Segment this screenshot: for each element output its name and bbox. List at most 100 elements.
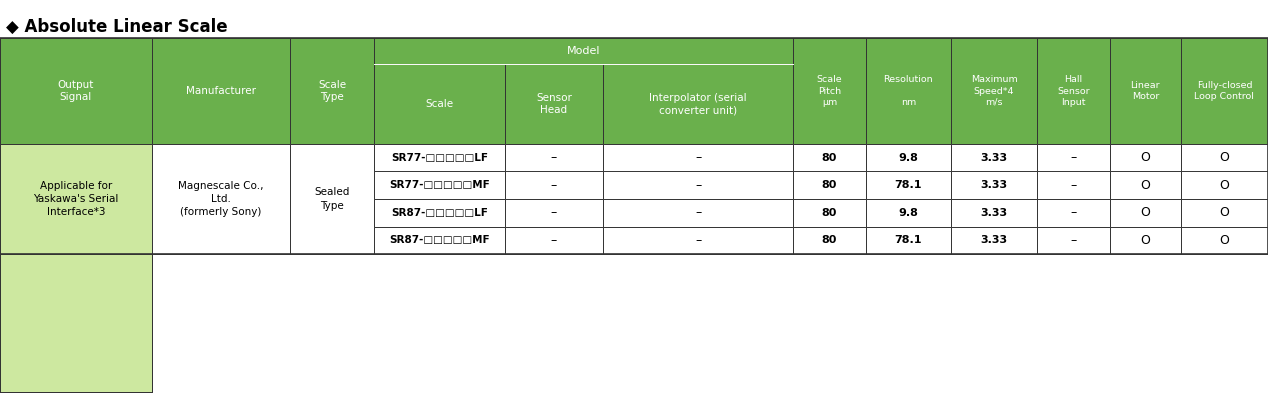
Text: Scale
Type: Scale Type: [318, 80, 346, 102]
Text: Scale: Scale: [426, 99, 454, 109]
Text: SR77-□□□□□MF: SR77-□□□□□MF: [389, 180, 489, 190]
Bar: [505, 144, 604, 172]
Bar: [374, 38, 792, 64]
Text: Output
Signal: Output Signal: [58, 80, 94, 102]
Text: ◆ Absolute Linear Scale: ◆ Absolute Linear Scale: [6, 18, 228, 36]
Text: 78.1: 78.1: [895, 180, 922, 190]
Bar: [1037, 144, 1110, 172]
Bar: [0, 38, 1268, 254]
Bar: [374, 172, 505, 199]
Bar: [1037, 226, 1110, 254]
Text: SR77-□□□□□LF: SR77-□□□□□LF: [391, 153, 488, 163]
Bar: [0, 144, 152, 254]
Bar: [152, 38, 290, 144]
Bar: [604, 226, 792, 254]
Bar: [1181, 226, 1268, 254]
Text: Scale
Pitch
μm: Scale Pitch μm: [817, 75, 842, 107]
Text: –: –: [1070, 206, 1077, 219]
Text: O: O: [1140, 151, 1150, 164]
Text: 80: 80: [822, 180, 837, 190]
Text: Interpolator (serial
converter unit): Interpolator (serial converter unit): [649, 93, 747, 115]
Bar: [792, 226, 866, 254]
Text: –: –: [695, 234, 701, 247]
Text: –: –: [550, 234, 557, 247]
Text: Sensor
Head: Sensor Head: [536, 93, 572, 115]
Bar: [505, 199, 604, 226]
Bar: [0, 38, 152, 144]
Bar: [866, 144, 951, 172]
Bar: [1110, 226, 1181, 254]
Text: 3.33: 3.33: [980, 180, 1008, 190]
Bar: [1181, 172, 1268, 199]
Bar: [1181, 199, 1268, 226]
Text: Manufacturer: Manufacturer: [186, 86, 256, 96]
Text: –: –: [550, 206, 557, 219]
Bar: [505, 64, 604, 144]
Text: SR87-□□□□□LF: SR87-□□□□□LF: [391, 208, 488, 218]
Bar: [1110, 144, 1181, 172]
Text: O: O: [1220, 179, 1230, 192]
Text: –: –: [695, 151, 701, 164]
Bar: [866, 226, 951, 254]
Text: Applicable for
Yaskawa's Serial
Interface*3: Applicable for Yaskawa's Serial Interfac…: [33, 181, 119, 217]
Text: 9.8: 9.8: [899, 208, 918, 218]
Text: Linear
Motor: Linear Motor: [1131, 81, 1160, 101]
Bar: [604, 199, 792, 226]
Bar: [604, 144, 792, 172]
Text: Model: Model: [567, 46, 601, 56]
Text: O: O: [1220, 206, 1230, 219]
Bar: [792, 172, 866, 199]
Text: 80: 80: [822, 235, 837, 245]
Text: –: –: [695, 179, 701, 192]
Bar: [1110, 38, 1181, 144]
Text: Fully-closed
Loop Control: Fully-closed Loop Control: [1194, 81, 1254, 101]
Text: –: –: [550, 179, 557, 192]
Bar: [374, 64, 505, 144]
Text: 78.1: 78.1: [895, 235, 922, 245]
Bar: [792, 144, 866, 172]
Bar: [951, 144, 1037, 172]
Text: Sealed
Type: Sealed Type: [314, 187, 350, 210]
Bar: [374, 226, 505, 254]
Bar: [374, 144, 505, 172]
Bar: [792, 199, 866, 226]
Bar: [866, 199, 951, 226]
Text: O: O: [1220, 151, 1230, 164]
Text: 3.33: 3.33: [980, 208, 1008, 218]
Bar: [951, 38, 1037, 144]
Text: O: O: [1140, 206, 1150, 219]
Bar: [374, 199, 505, 226]
Bar: [1037, 38, 1110, 144]
Text: 3.33: 3.33: [980, 235, 1008, 245]
Bar: [1037, 172, 1110, 199]
Text: 9.8: 9.8: [899, 153, 918, 163]
Text: –: –: [1070, 179, 1077, 192]
Text: 80: 80: [822, 153, 837, 163]
Text: Maximum
Speed*4
m/s: Maximum Speed*4 m/s: [971, 75, 1017, 107]
Text: O: O: [1220, 234, 1230, 247]
Bar: [1110, 199, 1181, 226]
Text: 3.33: 3.33: [980, 153, 1008, 163]
Bar: [604, 172, 792, 199]
Bar: [1181, 144, 1268, 172]
Text: Magnescale Co.,
Ltd.
(formerly Sony): Magnescale Co., Ltd. (formerly Sony): [179, 181, 264, 217]
Bar: [866, 172, 951, 199]
Text: Hall
Sensor
Input: Hall Sensor Input: [1058, 75, 1090, 107]
Text: SR87-□□□□□MF: SR87-□□□□□MF: [389, 235, 489, 245]
Text: O: O: [1140, 234, 1150, 247]
Bar: [505, 172, 604, 199]
Bar: [1110, 172, 1181, 199]
Bar: [1037, 199, 1110, 226]
Bar: [0, 254, 152, 392]
Text: Resolution

nm: Resolution nm: [884, 75, 933, 107]
Bar: [951, 226, 1037, 254]
Bar: [152, 144, 290, 254]
Bar: [1181, 38, 1268, 144]
Text: –: –: [1070, 151, 1077, 164]
Bar: [951, 172, 1037, 199]
Bar: [866, 38, 951, 144]
Bar: [792, 38, 866, 144]
Text: 80: 80: [822, 208, 837, 218]
Bar: [290, 38, 374, 144]
Text: –: –: [1070, 234, 1077, 247]
